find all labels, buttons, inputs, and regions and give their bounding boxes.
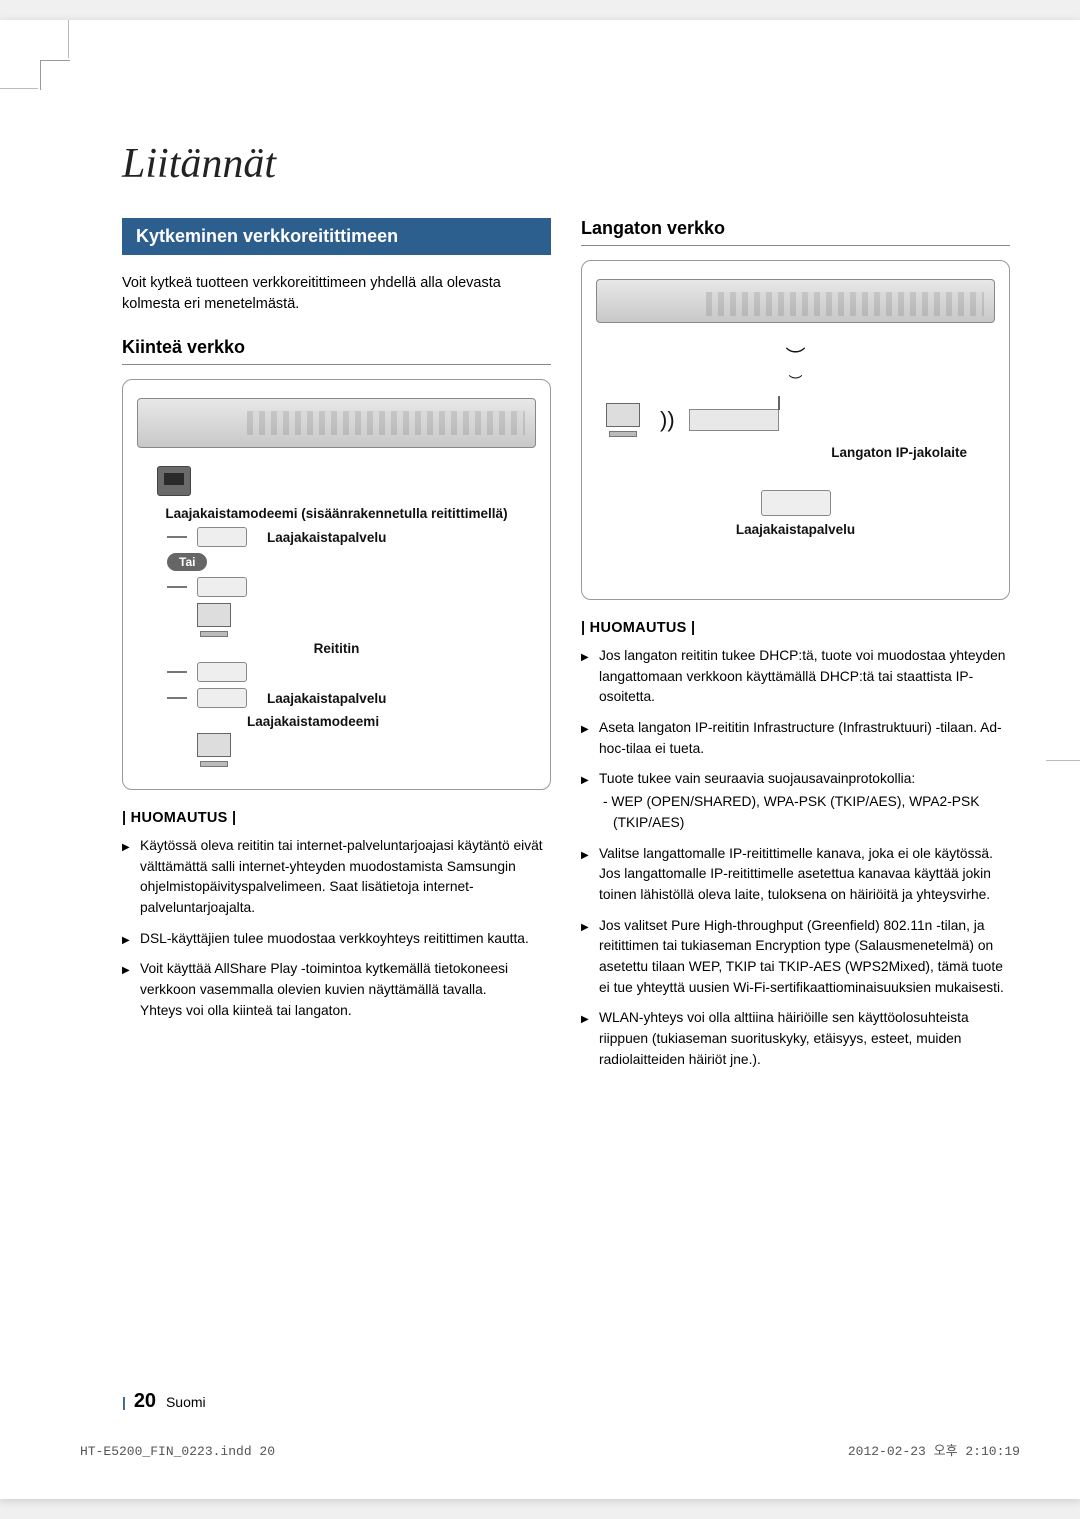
computer-icon	[197, 733, 237, 767]
intro-text: Voit kytkeä tuotteen verkkoreitittimeen …	[122, 273, 551, 315]
list-item: Aseta langaton IP-reititin Infrastructur…	[581, 718, 1010, 759]
diagram-row: Laajakaistapalvelu	[167, 688, 536, 708]
computer-icon	[606, 403, 646, 437]
wire-icon	[167, 671, 187, 673]
note-list: Jos langaton reititin tukee DHCP:tä, tuo…	[581, 646, 1010, 1070]
list-item-text: Tuote tukee vain seuraavia suojausavainp…	[599, 771, 915, 786]
list-sub-text: - WEP (OPEN/SHARED), WPA-PSK (TKIP/AES),…	[599, 792, 1010, 833]
wireless-heading: Langaton verkko	[581, 218, 1010, 246]
page-number: 20	[134, 1390, 156, 1412]
wire-icon	[167, 536, 187, 538]
wireless-router-icon	[689, 409, 779, 431]
left-column: Kytkeminen verkkoreitittimeen Voit kytke…	[122, 218, 551, 1080]
signal-icon: ))	[660, 407, 675, 433]
crop-mark	[68, 20, 69, 58]
wifi-waves-icon: ︶︶	[596, 341, 995, 393]
computer-icon	[197, 603, 237, 637]
list-item: Tuote tukee vain seuraavia suojausavainp…	[581, 769, 1010, 833]
crop-mark	[1046, 760, 1080, 761]
or-pill: Tai	[167, 553, 207, 571]
diagram-label: Langaton IP-jakolaite	[596, 445, 967, 460]
list-item: Jos valitset Pure High-throughput (Green…	[581, 916, 1010, 999]
diagram-label: Laajakaistapalvelu	[267, 530, 386, 545]
diagram-row	[167, 577, 536, 597]
page-language: Suomi	[166, 1394, 206, 1410]
list-item: Käytössä oleva reititin tai internet-pal…	[122, 836, 551, 919]
diagram-row: ))	[606, 403, 995, 437]
diagram-label: Reititin	[137, 641, 536, 656]
modem-icon	[761, 490, 831, 516]
crop-mark	[0, 88, 38, 89]
modem-icon	[197, 688, 247, 708]
list-tail-text: Yhteys voi olla kiinteä tai langaton.	[140, 1003, 352, 1018]
footer-bar: |	[122, 1394, 126, 1410]
device-front-panel	[596, 279, 995, 323]
router-icon	[197, 662, 247, 682]
wireless-diagram: ︶︶ )) Langaton IP-jakolaite Laajakaistap…	[581, 260, 1010, 600]
wire-icon	[167, 586, 187, 588]
diagram-row	[596, 490, 995, 516]
diagram-label: Laajakaistapalvelu	[596, 522, 995, 537]
list-item: Jos langaton reititin tukee DHCP:tä, tuo…	[581, 646, 1010, 708]
list-item: DSL-käyttäjien tulee muodostaa verkkoyht…	[122, 929, 551, 950]
list-item-text: Voit käyttää AllShare Play -toimintoa ky…	[140, 961, 508, 997]
note-list: Käytössä oleva reititin tai internet-pal…	[122, 836, 551, 1022]
page-footer: | 20 Suomi	[122, 1390, 206, 1413]
two-column-layout: Kytkeminen verkkoreitittimeen Voit kytke…	[122, 218, 1010, 1080]
diagram-label: Laajakaistamodeemi	[247, 714, 536, 729]
right-column: Langaton verkko ︶︶ )) Langaton IP-jakola…	[581, 218, 1010, 1080]
diagram-row	[167, 662, 536, 682]
wired-diagram: Laajakaistamodeemi (sisäänrakennetulla r…	[122, 379, 551, 790]
list-item: Voit käyttää AllShare Play -toimintoa ky…	[122, 959, 551, 1021]
note-heading: | HUOMAUTUS |	[581, 620, 1010, 636]
modem-icon	[197, 527, 247, 547]
diagram-label: Laajakaistamodeemi (sisäänrakennetulla r…	[137, 506, 536, 521]
section-title: Liitännät	[122, 140, 1010, 188]
note-heading: | HUOMAUTUS |	[122, 810, 551, 826]
list-item: WLAN-yhteys voi olla alttiina häiriöille…	[581, 1008, 1010, 1070]
diagram-row: Laajakaistapalvelu	[167, 527, 536, 547]
lan-port-icon	[157, 466, 191, 496]
indd-filename: HT-E5200_FIN_0223.indd 20	[80, 1444, 275, 1459]
list-item: Valitse langattomalle IP-reitittimelle k…	[581, 844, 1010, 906]
modem-icon	[197, 577, 247, 597]
device-rear-panel	[137, 398, 536, 448]
wired-heading: Kiinteä verkko	[122, 337, 551, 365]
print-timestamp: 2012-02-23 오후 2:10:19	[848, 1440, 1020, 1459]
wire-icon	[167, 697, 187, 699]
crop-mark	[40, 60, 70, 90]
manual-page: Liitännät Kytkeminen verkkoreitittimeen …	[0, 20, 1080, 1499]
diagram-label: Laajakaistapalvelu	[267, 691, 386, 706]
blue-heading: Kytkeminen verkkoreitittimeen	[122, 218, 551, 255]
